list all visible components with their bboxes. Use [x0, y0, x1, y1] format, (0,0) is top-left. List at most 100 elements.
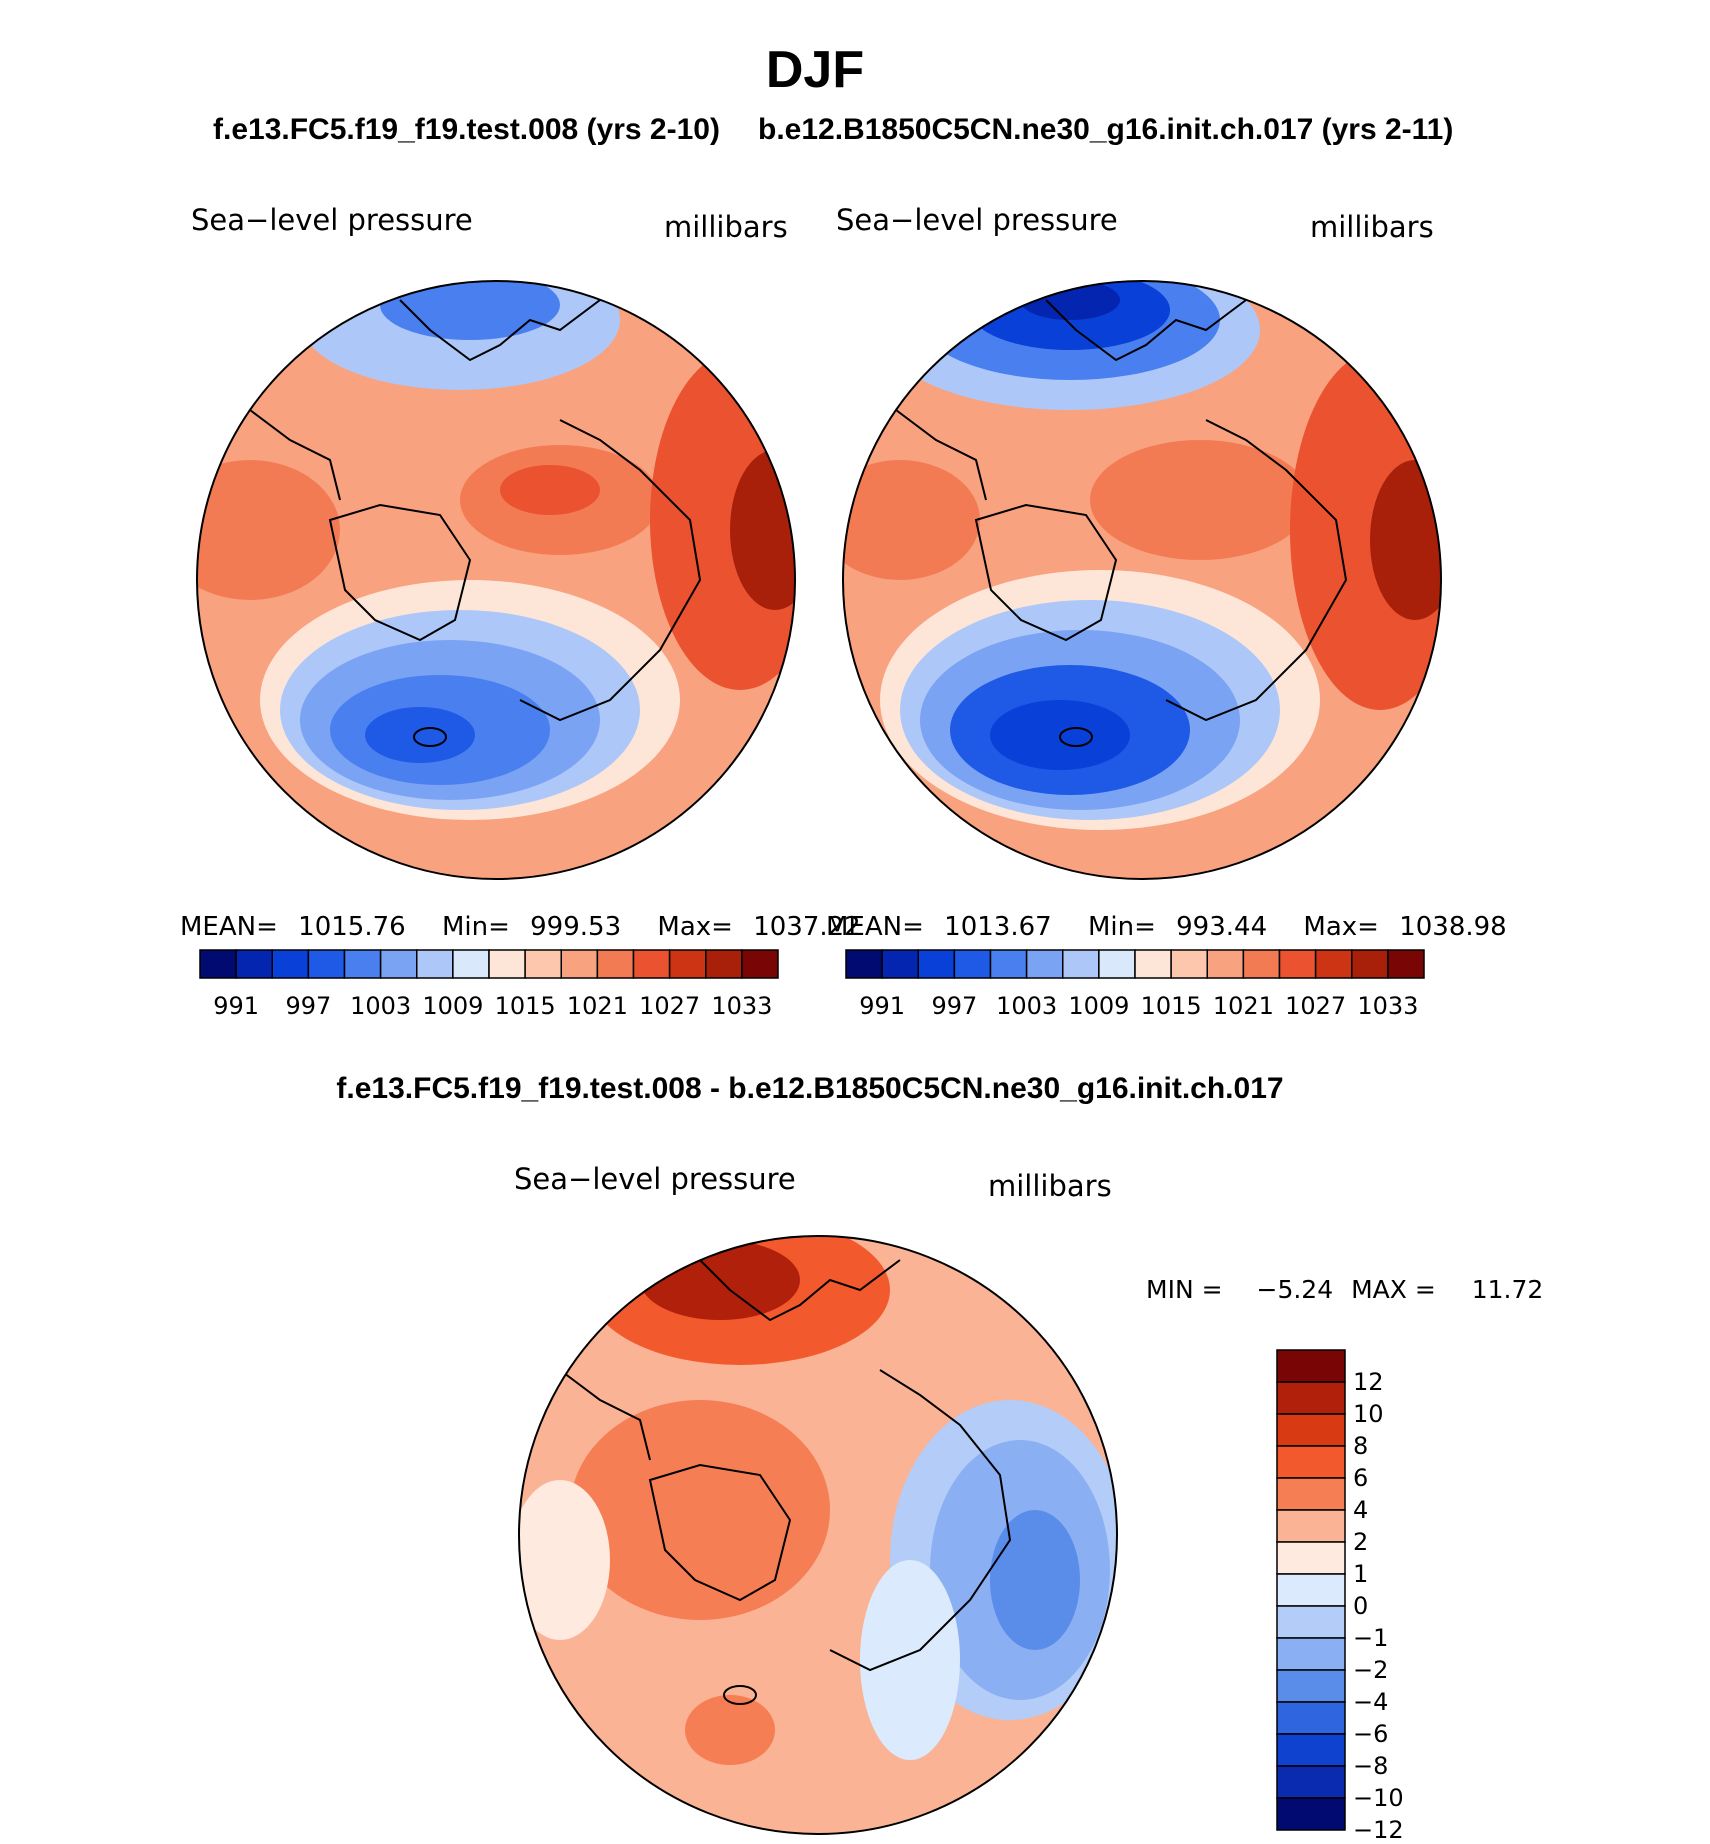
panel-a-colorbar-swatch-8 — [488, 949, 526, 979]
panel-b-max-value: 1038.98 — [1399, 912, 1507, 942]
panel-c-colorbar-tick-4: 4 — [1353, 1496, 1368, 1524]
panel-c-colorbar-swatch-6 — [1276, 1541, 1346, 1575]
panel-a-mean-label: MEAN= — [180, 912, 278, 942]
panel-b-colorbar-swatch-8 — [1134, 949, 1172, 979]
panel-c-colorbar-swatch-7 — [1276, 1573, 1346, 1607]
panel-c-colorbar-swatch-12 — [1276, 1733, 1346, 1767]
panel-b-colorbar-swatch-7 — [1098, 949, 1136, 979]
panel-a-colorbar-swatch-4 — [343, 949, 382, 979]
panel-b-colorbar-tick-7: 1033 — [1357, 992, 1418, 1020]
panel-b-colorbar-swatch-6 — [1062, 949, 1100, 979]
panel-a-variable-label: Sea−level pressure — [191, 203, 473, 237]
panel-b-variable-label: Sea−level pressure — [836, 203, 1118, 237]
panel-c-colorbar-swatch-3 — [1276, 1445, 1346, 1479]
panel-a-colorbar-tick-4: 1015 — [495, 992, 556, 1020]
panel-b-colorbar-swatch-10 — [1206, 949, 1245, 979]
panel-a-colorbar-tick-0: 991 — [213, 992, 259, 1020]
panel-b-colorbar-swatch-13 — [1314, 949, 1353, 979]
panel-c-colorbar-tick-14: −12 — [1353, 1816, 1404, 1839]
panel-b-colorbar-tick-0: 991 — [859, 992, 905, 1020]
panel-a-colorbar-swatch-2 — [271, 949, 310, 979]
panel-b-colorbar-tick-5: 1021 — [1213, 992, 1274, 1020]
panel-a-colorbar-tick-5: 1021 — [567, 992, 628, 1020]
panel-c-colorbar-tick-1: 10 — [1353, 1400, 1384, 1428]
panel-a-colorbar-swatch-0 — [199, 949, 237, 979]
panel-b-colorbar-swatch-5 — [1025, 949, 1064, 979]
panel-a-colorbar-swatch-13 — [668, 949, 707, 979]
panel-b-min-label: Min= — [1088, 912, 1156, 942]
panel-a-units-label: millibars — [664, 210, 788, 244]
panel-a-max-label: Max= — [657, 912, 733, 942]
panel-a-title: f.e13.FC5.f19_f19.test.008 (yrs 2-10) — [213, 113, 720, 146]
panel-c-variable-label: Sea−level pressure — [514, 1162, 796, 1196]
panel-a-colorbar-tick-2: 1003 — [350, 992, 411, 1020]
panel-c-colorbar-swatch-14 — [1276, 1797, 1346, 1831]
main-title: DJF — [766, 41, 864, 99]
panel-a-mean-value: 1015.76 — [298, 912, 406, 942]
panel-c-min-label: MIN = — [1146, 1275, 1223, 1304]
panel-c-map — [518, 1235, 1118, 1835]
panel-a-max-value: 1037.22 — [753, 912, 861, 942]
panel-c-colorbar-tick-8: −1 — [1353, 1624, 1388, 1652]
panel-b-min-value: 993.44 — [1176, 912, 1267, 942]
panel-a-colorbar-swatch-11 — [596, 949, 635, 979]
panel-a-colorbar-swatch-7 — [452, 949, 490, 979]
panel-c-colorbar-swatch-2 — [1276, 1413, 1346, 1447]
panel-b-colorbar-swatch-12 — [1278, 949, 1317, 979]
panel-c-colorbar-tick-2: 8 — [1353, 1432, 1368, 1460]
panel-c-title: f.e13.FC5.f19_f19.test.008 - b.e12.B1850… — [336, 1072, 1283, 1105]
panel-c-max-value: 11.72 — [1472, 1275, 1544, 1304]
panel-a-colorbar-swatch-15 — [741, 949, 779, 979]
panel-b-colorbar-tick-6: 1027 — [1285, 992, 1346, 1020]
svg-text:MEAN= 1013.67 Min=: MEAN= 1013.67 Min= 993.44 Max= 1038.98 — [826, 912, 1507, 942]
panel-b-colorbar-swatch-9 — [1170, 949, 1208, 979]
panel-b-colorbar-tick-2: 1003 — [996, 992, 1057, 1020]
panel-c-colorbar-tick-12: −8 — [1353, 1752, 1388, 1780]
panel-c-colorbar-tick-13: −10 — [1353, 1784, 1404, 1812]
panel-a-colorbar-swatch-10 — [560, 949, 599, 979]
panel-c-colorbar-swatch-10 — [1276, 1669, 1346, 1703]
panel-a-colorbar-tick-3: 1009 — [422, 992, 483, 1020]
panel-a-colorbar-swatch-12 — [632, 949, 671, 979]
panel-a-colorbar: 991 997 1003 1009 1015 1021 1027 1033 — [199, 949, 779, 1020]
panel-c-colorbar-swatch-9 — [1276, 1637, 1346, 1671]
panel-b-colorbar-swatch-14 — [1351, 949, 1389, 979]
panel-c-colorbar-tick-10: −4 — [1353, 1688, 1388, 1716]
panel-c-colorbar-swatch-0 — [1276, 1349, 1346, 1383]
panel-b-map — [842, 280, 1442, 880]
panel-c-colorbar-tick-0: 12 — [1353, 1368, 1384, 1396]
panel-b-mean-label: MEAN= — [826, 912, 924, 942]
panel-b-colorbar-tick-4: 1015 — [1141, 992, 1202, 1020]
panel-a-colorbar-swatch-9 — [524, 949, 562, 979]
panel-a-colorbar-swatch-1 — [235, 949, 273, 979]
panel-c-units-label: millibars — [988, 1169, 1112, 1203]
panel-a-colorbar-swatch-5 — [379, 949, 418, 979]
panel-c-colorbar-tick-5: 2 — [1353, 1528, 1368, 1556]
panel-a-colorbar-tick-6: 1027 — [639, 992, 700, 1020]
panel-a-min-value: 999.53 — [530, 912, 621, 942]
panel-c-colorbar-swatch-4 — [1276, 1477, 1346, 1511]
panel-c-colorbar-tick-7: 0 — [1353, 1592, 1368, 1620]
panel-a-colorbar-swatch-14 — [705, 949, 743, 979]
panel-a-colorbar-tick-1: 997 — [285, 992, 331, 1020]
panel-a-colorbar-swatch-3 — [307, 949, 346, 979]
panel-a-map — [196, 280, 796, 880]
svg-text:MIN = −5.24 MAX =: MIN = −5.24 MAX = 11.72 — [1146, 1275, 1543, 1304]
panel-b-colorbar: 991 997 1003 1009 1015 1021 1027 1033 — [845, 949, 1425, 1020]
svg-text:MEAN= 1015.76 Min=: MEAN= 1015.76 Min= 999.53 Max= 1037.22 — [180, 912, 861, 942]
panel-b-colorbar-swatch-1 — [881, 949, 919, 979]
panel-b-colorbar-swatch-15 — [1387, 949, 1425, 979]
panel-b-colorbar-swatch-11 — [1242, 949, 1281, 979]
panel-b-colorbar-swatch-3 — [953, 949, 992, 979]
panel-b-title: b.e12.B1850C5CN.ne30_g16.init.ch.017 (yr… — [758, 113, 1453, 146]
panel-c-colorbar-swatch-5 — [1276, 1509, 1346, 1543]
panel-c-colorbar-swatch-8 — [1276, 1605, 1346, 1639]
panel-c-colorbar-swatch-1 — [1276, 1381, 1346, 1415]
panel-a-colorbar-swatch-6 — [416, 949, 454, 979]
panel-c-max-label: MAX = — [1351, 1275, 1436, 1304]
panel-b-colorbar-tick-3: 1009 — [1068, 992, 1129, 1020]
panel-b-colorbar-swatch-2 — [917, 949, 956, 979]
panel-b-colorbar-tick-1: 997 — [931, 992, 977, 1020]
